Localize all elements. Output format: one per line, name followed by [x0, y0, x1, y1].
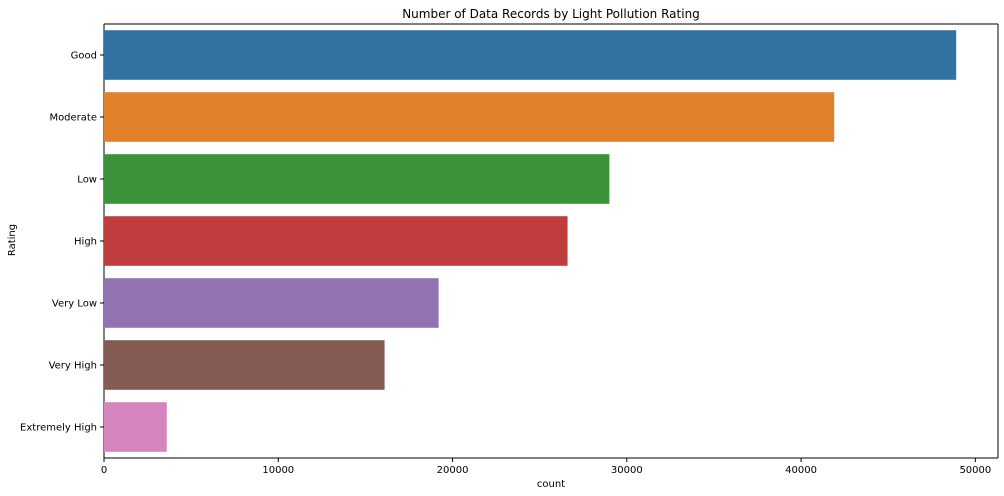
bars-group	[104, 30, 957, 452]
bar	[104, 30, 957, 80]
y-tick-label: Very Low	[52, 299, 97, 310]
x-tick-label: 20000	[437, 465, 469, 476]
bar	[104, 340, 385, 390]
x-tick-label: 40000	[785, 465, 817, 476]
y-tick-label: Low	[77, 175, 97, 186]
bar	[104, 154, 610, 204]
chart-title: Number of Data Records by Light Pollutio…	[402, 7, 700, 21]
bar	[104, 402, 167, 452]
y-axis-ticks: Good Moderate Low High Very Low Very High Extr…	[20, 51, 104, 434]
x-tick-label: 30000	[611, 465, 643, 476]
x-tick-label: 0	[101, 465, 107, 476]
y-tick-label: High	[74, 237, 97, 248]
x-tick-label: 50000	[959, 465, 991, 476]
x-axis-ticks: 0 10000 20000 30000 40000 50000	[101, 458, 991, 476]
y-tick-label: Good	[71, 51, 97, 62]
y-tick-label: Extremely High	[20, 423, 97, 434]
bar	[104, 92, 835, 142]
y-tick-label: Moderate	[49, 113, 97, 124]
y-tick-label: Very High	[49, 361, 97, 372]
bar	[104, 278, 439, 328]
x-axis-title: count	[537, 479, 565, 490]
y-axis-title: Rating	[7, 224, 18, 256]
x-tick-label: 10000	[262, 465, 294, 476]
bar	[104, 216, 568, 266]
